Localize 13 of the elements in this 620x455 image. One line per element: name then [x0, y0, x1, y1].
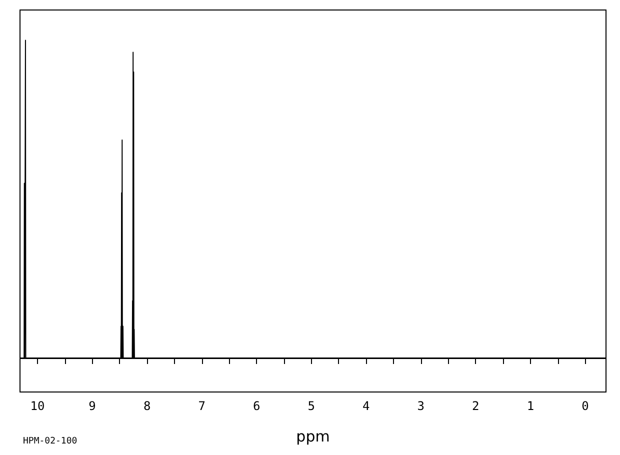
- x-axis-title: ppm: [296, 428, 330, 446]
- text: HPM-02-100: [23, 436, 78, 446]
- x-tick-label: 8: [143, 399, 151, 413]
- x-tick-label: 3: [417, 399, 425, 413]
- x-tick-label: 7: [198, 399, 206, 413]
- x-tick-label: 6: [252, 399, 260, 413]
- x-tick-label: 2: [472, 399, 480, 413]
- x-tick-label: 1: [526, 399, 534, 413]
- x-tick-label: 9: [88, 399, 96, 413]
- x-tick-label: 5: [308, 399, 315, 413]
- x-tick-label: 0: [582, 399, 589, 413]
- x-tick-label: 4: [362, 399, 370, 413]
- x-tick-label: 10: [30, 399, 45, 413]
